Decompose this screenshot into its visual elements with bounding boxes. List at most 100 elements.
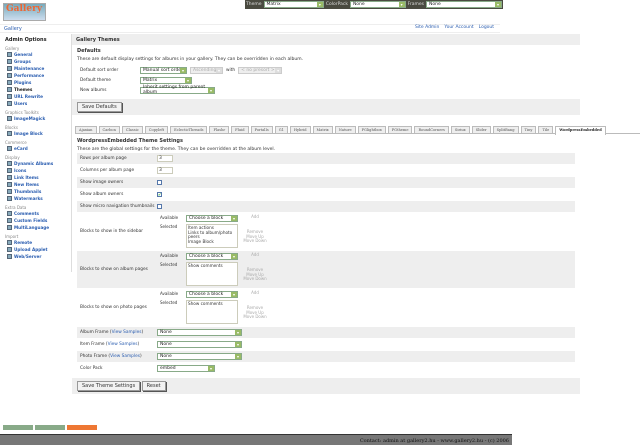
tab-siriux[interactable]: Siriux — [450, 126, 470, 133]
available-block-select[interactable]: Choose a block ▾ — [186, 291, 238, 298]
selected-block-item[interactable]: Show comments — [188, 301, 223, 306]
tab-wordpressembedded[interactable]: WordpressEmbedded — [555, 126, 606, 135]
tab-carbon[interactable]: Carbon — [98, 126, 120, 133]
tab-slider[interactable]: Slider — [471, 126, 491, 133]
add-button[interactable]: Add — [251, 252, 259, 257]
selected-blocks-list[interactable]: Item actions Links to album/photo peers Im… — [186, 224, 238, 248]
sidebar-item-comments[interactable]: Comments — [5, 210, 66, 217]
move-down-button[interactable]: Move Down — [243, 238, 267, 243]
badge-w3c[interactable] — [3, 425, 33, 430]
colorpack-select[interactable]: None ▾ — [349, 1, 406, 8]
sidebar-item-dynamic-albums[interactable]: Dynamic Albums — [5, 160, 66, 167]
move-down-button[interactable]: Move Down — [243, 314, 267, 319]
selected-blocks-list[interactable]: Show comments — [186, 262, 238, 286]
tab-ajaxian[interactable]: Ajaxian — [75, 126, 97, 133]
tab-copyleft[interactable]: Copyleft — [144, 126, 169, 133]
show-album-owners-checkbox[interactable]: ✔ — [157, 192, 162, 197]
badge-gallery[interactable] — [35, 425, 65, 430]
tab-tile[interactable]: Tile — [538, 126, 554, 133]
save-theme-settings-button[interactable]: Save Theme Settings — [77, 381, 141, 391]
available-block-select[interactable]: Choose a block ▾ — [186, 215, 238, 222]
move-up-button[interactable]: Move Up — [246, 233, 264, 239]
sidebar-item-maintenance[interactable]: Maintenance — [5, 65, 66, 72]
show-micro-checkbox[interactable] — [157, 204, 162, 209]
add-button[interactable]: Add — [251, 290, 259, 295]
tab-eclecticthreads[interactable]: EclecticThreads — [170, 126, 208, 133]
theme-select[interactable]: Matrix ▾ — [263, 1, 324, 8]
sidebar-item-watermarks[interactable]: Watermarks — [5, 195, 66, 202]
sidebar-item-icon — [7, 189, 12, 194]
sidebar-item-remote[interactable]: Remote — [5, 239, 66, 246]
your-account-link[interactable]: Your Account — [444, 25, 474, 30]
sidebar-item-imagemagick[interactable]: ImageMagick — [5, 115, 66, 122]
remove-button[interactable]: Remove — [246, 267, 264, 272]
sidebar-item-performance[interactable]: Performance — [5, 72, 66, 79]
sort-order-select[interactable]: Manual sort order ▾ — [140, 66, 187, 74]
sidebar-item-web-server[interactable]: Web/Server — [5, 253, 66, 260]
theme-switcher-bar: Theme Matrix ▾ ColorPack None ▾ Frames Non… — [245, 0, 503, 9]
gallery-logo[interactable]: Gallery — [3, 3, 46, 21]
sidebar-item-general[interactable]: General — [5, 51, 66, 58]
tab-splitbang[interactable]: SplitBang — [492, 126, 519, 133]
tab-tiny[interactable]: Tiny — [520, 126, 537, 133]
tab-pglightbox[interactable]: PGlightbox — [357, 126, 386, 133]
sidebar-item-groups[interactable]: Groups — [5, 58, 66, 65]
sidebar-item-icons[interactable]: Icons — [5, 167, 66, 174]
logout-link[interactable]: Logout — [478, 25, 495, 30]
new-albums-select[interactable]: Inherit settings from parent album ▾ — [140, 85, 215, 95]
tab-matrix[interactable]: Matrix — [312, 126, 333, 133]
sidebar-item-upload-applet[interactable]: Upload Applet — [5, 246, 66, 253]
album-frame-select[interactable]: None ▾ — [157, 329, 242, 336]
reset-button[interactable]: Reset — [141, 381, 166, 391]
sidebar-item-image-block[interactable]: Image Block — [5, 130, 66, 137]
sidebar-item-plugins[interactable]: Plugins — [5, 79, 66, 86]
selected-block-item[interactable]: Image Block — [188, 238, 214, 244]
view-samples-link[interactable]: View Samples — [107, 342, 138, 347]
color-pack-select[interactable]: embed ▾ — [157, 365, 215, 372]
columns-input[interactable]: 3 — [157, 167, 173, 174]
add-button[interactable]: Add — [251, 214, 259, 219]
tab-pgtheme[interactable]: PGtheme — [387, 126, 413, 133]
sidebar-item-url-rewrite[interactable]: URL Rewrite — [5, 93, 66, 100]
sidebar-item-thumbnails[interactable]: Thumbnails — [5, 188, 66, 195]
photo-frame-label: Photo Frame (View Samples) — [80, 354, 142, 359]
sidebar-item-link-items[interactable]: Link Items — [5, 174, 66, 181]
sidebar-item-users[interactable]: Users — [5, 100, 66, 107]
badge-help[interactable] — [67, 425, 97, 430]
sidebar-item-icon — [7, 146, 12, 151]
move-up-button[interactable]: Move Up — [246, 309, 264, 315]
sidebar-item-multilanguage[interactable]: MultiLanguage — [5, 224, 66, 231]
save-defaults-button[interactable]: Save Defaults — [77, 102, 122, 112]
selected-block-item[interactable]: Item actions — [188, 225, 214, 230]
frames-select[interactable]: None ▾ — [426, 1, 502, 8]
rows-input[interactable]: 3 — [157, 155, 173, 162]
tab-nature[interactable]: Nature — [334, 126, 356, 133]
default-theme-select[interactable]: Matrix ▾ — [140, 76, 192, 84]
show-image-owners-checkbox[interactable] — [157, 180, 162, 185]
selected-blocks-list[interactable]: Show comments — [186, 300, 238, 324]
tab-portalis[interactable]: PortalIs — [250, 126, 273, 133]
tab-flashr[interactable]: Flashr — [209, 126, 230, 133]
move-up-button[interactable]: Move Up — [246, 271, 264, 277]
remove-button[interactable]: Remove — [246, 229, 264, 234]
tab-fluid[interactable]: Fluid — [231, 126, 249, 133]
sidebar-item-ecard[interactable]: eCard — [5, 145, 66, 152]
tab-g1[interactable]: G1 — [274, 126, 288, 133]
tab-classic[interactable]: Classic — [121, 126, 143, 133]
tab-hybrid[interactable]: Hybrid — [289, 126, 311, 133]
selected-block-item[interactable]: Links to album/photo peers — [188, 229, 233, 240]
sidebar-item-new-items[interactable]: New Items — [5, 181, 66, 188]
item-frame-select[interactable]: None ▾ — [157, 341, 242, 348]
tab-roundcorners[interactable]: RoundCorners — [414, 126, 449, 133]
view-samples-link[interactable]: View Samples — [110, 354, 140, 359]
sidebar-item-themes[interactable]: Themes — [5, 86, 66, 93]
view-samples-link[interactable]: View Samples — [111, 330, 142, 335]
sidebar-item-custom-fields[interactable]: Custom Fields — [5, 217, 66, 224]
move-down-button[interactable]: Move Down — [243, 276, 267, 281]
site-admin-link[interactable]: Site Admin — [415, 25, 440, 30]
photo-frame-select[interactable]: None ▾ — [157, 353, 242, 360]
available-block-select[interactable]: Choose a block ▾ — [186, 253, 238, 260]
remove-button[interactable]: Remove — [246, 305, 264, 310]
breadcrumb-gallery[interactable]: Gallery — [4, 26, 22, 32]
selected-block-item[interactable]: Show comments — [188, 263, 223, 268]
